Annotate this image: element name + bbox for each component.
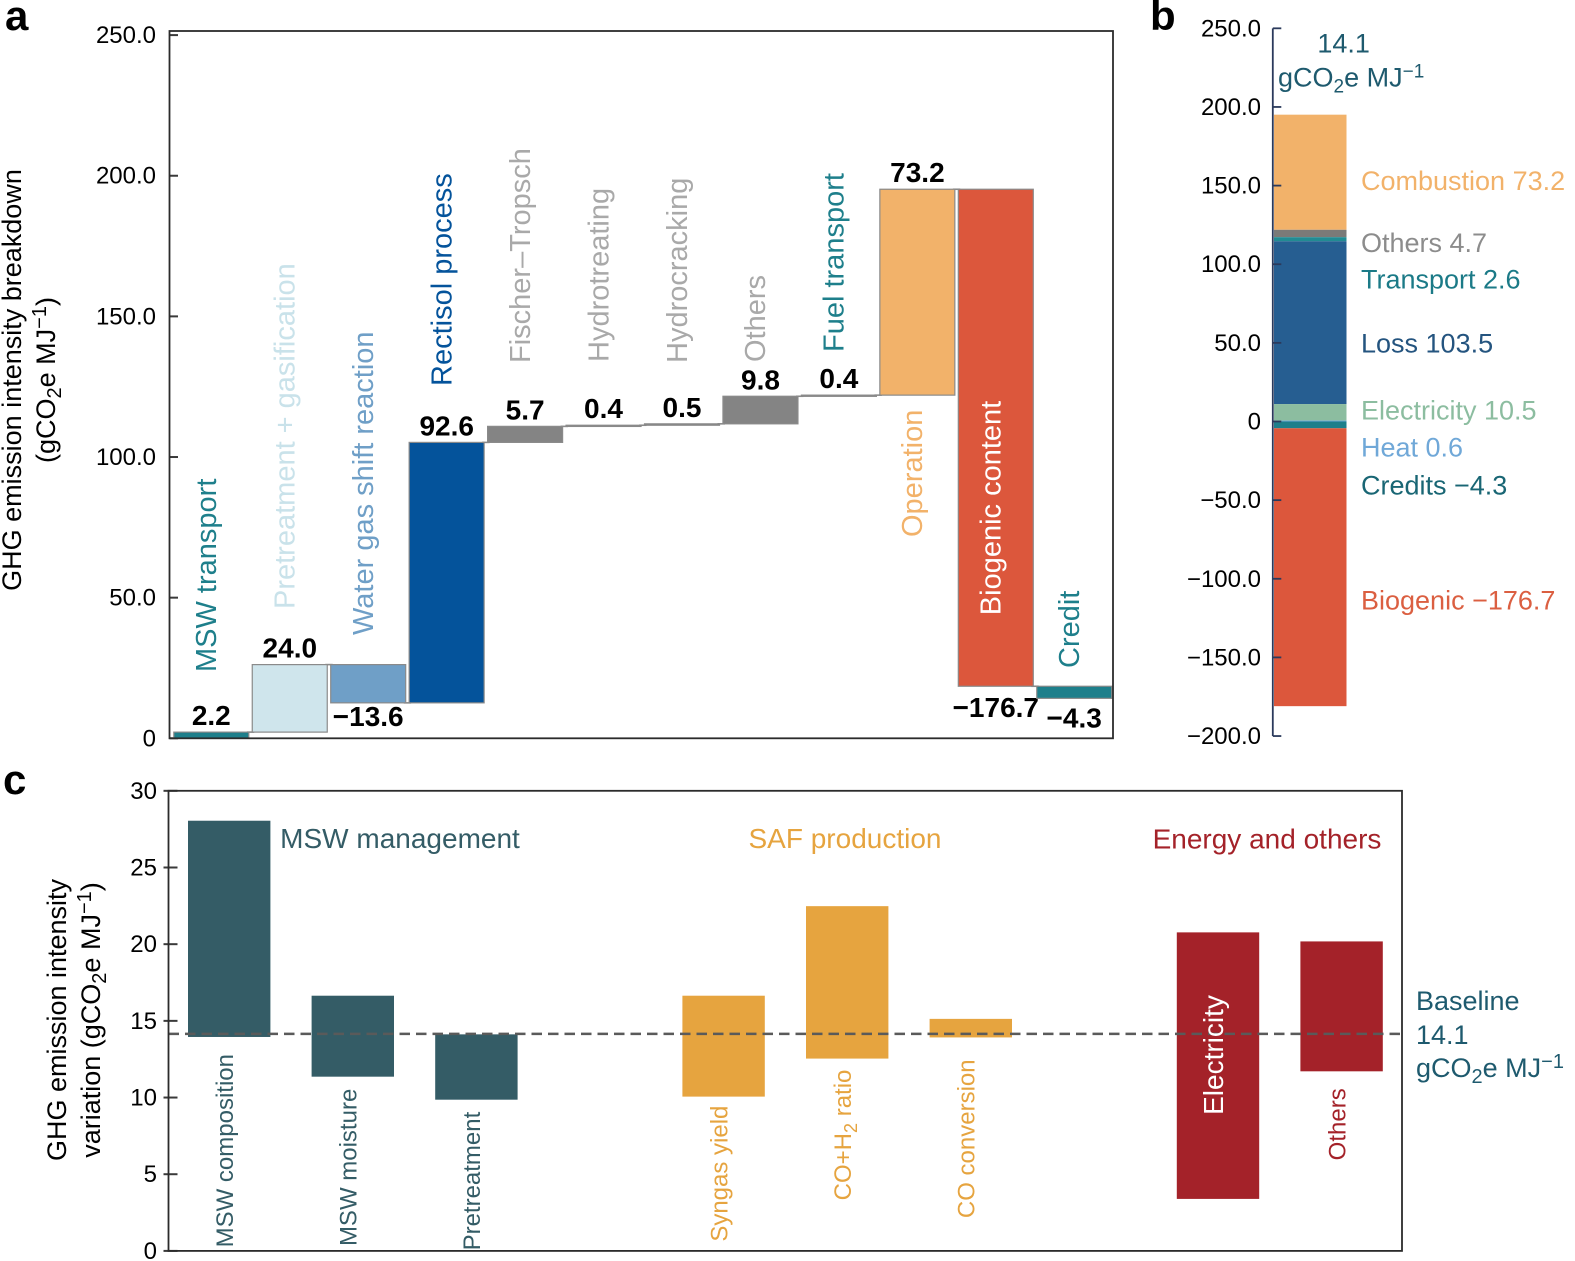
svg-text:CO+H2 ratio: CO+H2 ratio: [830, 1070, 861, 1201]
svg-text:−50.0: −50.0: [1200, 487, 1261, 514]
svg-text:Energy and others: Energy and others: [1153, 824, 1382, 855]
svg-text:Baseline: Baseline: [1416, 986, 1520, 1016]
svg-text:Credits −4.3: Credits −4.3: [1361, 471, 1507, 501]
svg-text:Electricity: Electricity: [1198, 995, 1229, 1115]
svg-text:Others 4.7: Others 4.7: [1361, 228, 1487, 258]
svg-text:a: a: [5, 0, 29, 39]
svg-text:SAF production: SAF production: [749, 823, 942, 854]
svg-text:100.0: 100.0: [1201, 251, 1261, 278]
svg-text:73.2: 73.2: [890, 157, 945, 188]
svg-text:50.0: 50.0: [1214, 330, 1261, 357]
svg-text:2.2: 2.2: [192, 700, 231, 731]
svg-text:Electricity 10.5: Electricity 10.5: [1361, 396, 1537, 426]
svg-text:5.7: 5.7: [506, 394, 545, 425]
svg-text:0: 0: [144, 1238, 157, 1261]
svg-text:b: b: [1150, 0, 1176, 39]
svg-text:50.0: 50.0: [109, 585, 156, 612]
svg-text:Syngas yield: Syngas yield: [706, 1106, 733, 1242]
svg-text:Heat 0.6: Heat 0.6: [1361, 433, 1463, 463]
svg-text:0.4: 0.4: [584, 393, 623, 424]
svg-text:24.0: 24.0: [263, 633, 318, 664]
svg-text:MSW management: MSW management: [280, 823, 520, 854]
svg-text:−150.0: −150.0: [1187, 644, 1261, 671]
svg-text:MSW composition: MSW composition: [212, 1054, 239, 1247]
svg-text:Operation: Operation: [897, 410, 929, 537]
svg-text:Hydrocracking: Hydrocracking: [662, 178, 694, 363]
svg-text:Hydrotreating: Hydrotreating: [583, 188, 615, 362]
svg-text:5: 5: [144, 1161, 157, 1188]
svg-text:0: 0: [143, 725, 156, 752]
svg-text:Combustion 73.2: Combustion 73.2: [1361, 166, 1565, 196]
svg-text:Loss 103.5: Loss 103.5: [1361, 329, 1493, 359]
svg-text:Fuel transport: Fuel transport: [819, 173, 851, 352]
svg-text:250.0: 250.0: [1201, 15, 1261, 42]
svg-text:Others: Others: [1324, 1088, 1351, 1160]
svg-text:200.0: 200.0: [1201, 94, 1261, 121]
svg-text:15: 15: [130, 1008, 157, 1035]
svg-text:25: 25: [130, 855, 157, 882]
svg-text:GHG emission intensity breakdo: GHG emission intensity breakdown: [0, 169, 27, 591]
svg-text:10: 10: [130, 1085, 157, 1112]
svg-text:Biogenic content: Biogenic content: [976, 401, 1008, 615]
svg-text:9.8: 9.8: [741, 364, 780, 395]
svg-text:Pretreatment + gasification: Pretreatment + gasification: [270, 263, 302, 609]
svg-text:Water gas shift reaction: Water gas shift reaction: [348, 331, 380, 635]
svg-text:−13.6: −13.6: [333, 701, 404, 732]
svg-text:Others: Others: [740, 275, 772, 362]
svg-text:CO conversion: CO conversion: [954, 1059, 981, 1218]
svg-text:0.4: 0.4: [819, 363, 858, 394]
svg-text:Transport 2.6: Transport 2.6: [1361, 265, 1521, 295]
svg-text:14.1: 14.1: [1317, 29, 1370, 59]
svg-text:−200.0: −200.0: [1187, 723, 1261, 750]
svg-text:30: 30: [130, 778, 157, 805]
svg-text:14.1: 14.1: [1416, 1020, 1469, 1050]
svg-text:MSW transport: MSW transport: [191, 479, 223, 672]
svg-text:200.0: 200.0: [96, 163, 156, 190]
svg-text:−176.7: −176.7: [953, 692, 1039, 723]
svg-text:0: 0: [1248, 409, 1261, 436]
svg-text:−4.3: −4.3: [1047, 703, 1102, 734]
svg-text:150.0: 150.0: [1201, 173, 1261, 200]
svg-text:100.0: 100.0: [96, 444, 156, 471]
svg-text:20: 20: [130, 931, 157, 958]
svg-text:250.0: 250.0: [96, 22, 156, 49]
svg-text:92.6: 92.6: [419, 410, 474, 441]
svg-text:c: c: [3, 756, 26, 803]
svg-text:Fischer–Tropsch: Fischer–Tropsch: [505, 148, 537, 363]
svg-text:−100.0: −100.0: [1187, 566, 1261, 593]
svg-text:Credit: Credit: [1054, 591, 1086, 668]
svg-text:Biogenic −176.7: Biogenic −176.7: [1361, 586, 1555, 616]
svg-text:gCO2e MJ−1: gCO2e MJ−1: [1416, 1051, 1564, 1088]
svg-text:variation (gCO2e MJ−1): variation (gCO2e MJ−1): [74, 882, 111, 1158]
svg-text:0.5: 0.5: [663, 392, 702, 423]
svg-text:150.0: 150.0: [96, 303, 156, 330]
svg-text:gCO2e MJ−1: gCO2e MJ−1: [1278, 61, 1424, 97]
svg-text:Pretreatment: Pretreatment: [459, 1111, 486, 1250]
svg-text:MSW moisture: MSW moisture: [336, 1089, 363, 1246]
svg-text:Rectisol process: Rectisol process: [427, 173, 459, 386]
svg-text:GHG emission intensity: GHG emission intensity: [42, 878, 72, 1161]
